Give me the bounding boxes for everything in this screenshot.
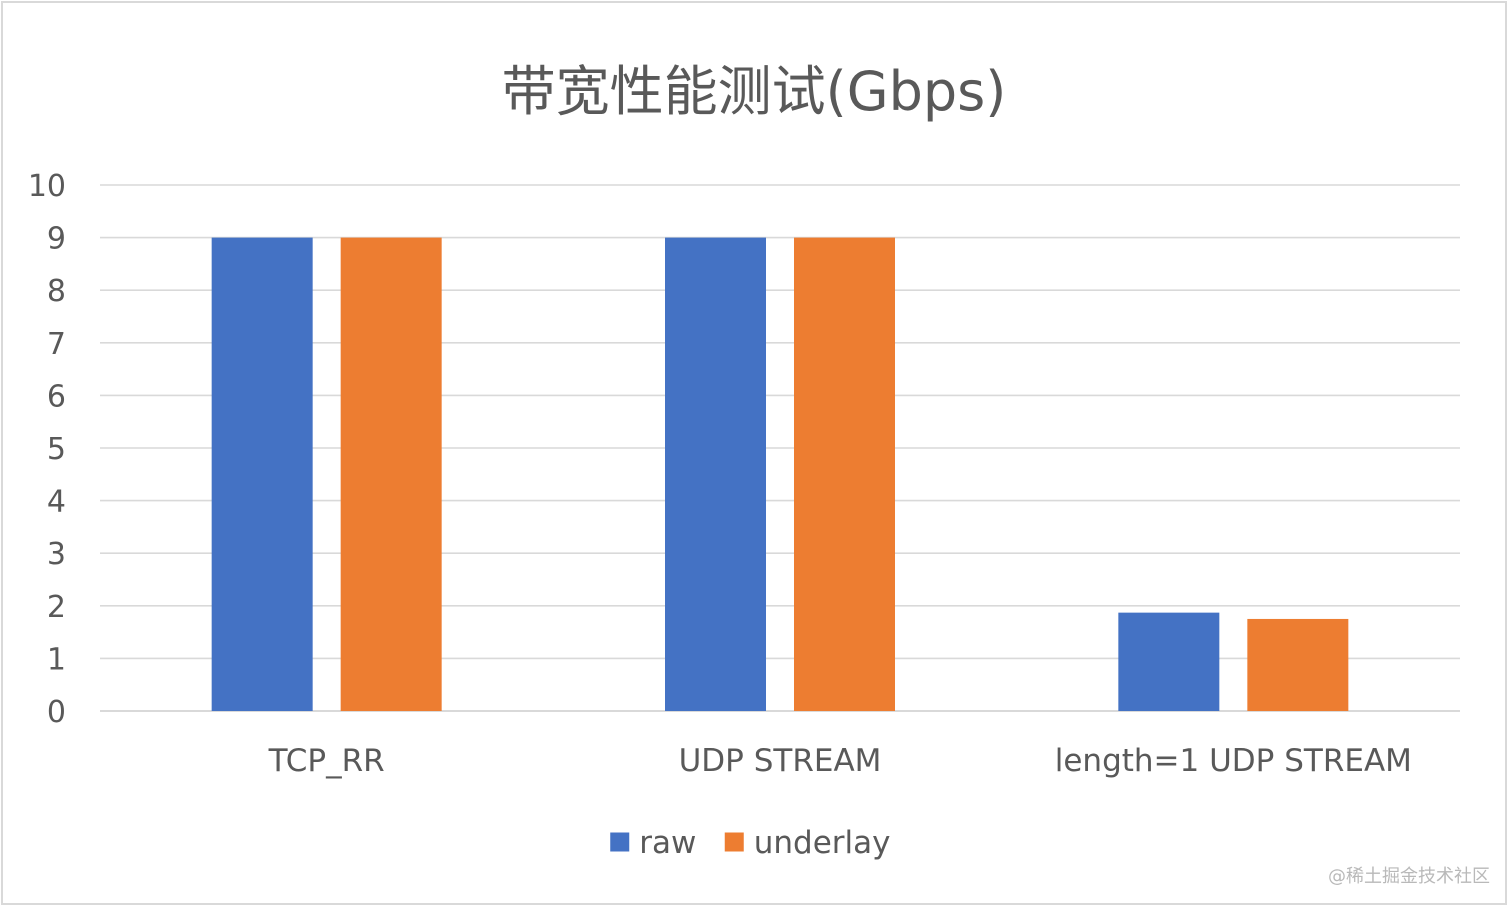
- y-tick-label: 3: [47, 537, 66, 572]
- x-category-label: UDP STREAM: [679, 743, 882, 779]
- y-tick-label: 6: [47, 379, 66, 414]
- bar-underlay: [794, 237, 895, 711]
- y-tick-label: 2: [47, 590, 66, 625]
- bars: [211, 237, 1349, 711]
- bar-underlay: [1247, 618, 1349, 711]
- legend-swatch-raw: [610, 832, 630, 852]
- x-category-label: TCP_RR: [268, 743, 385, 779]
- legend: raw underlay: [610, 825, 891, 861]
- bar-underlay: [340, 237, 442, 711]
- y-tick-label: 10: [28, 169, 66, 204]
- y-tick-label: 1: [47, 642, 66, 677]
- y-tick-label: 4: [47, 485, 66, 520]
- y-axis-ticks: 0 1 2 3 4 5 6 7 8 9 10: [28, 169, 66, 730]
- y-tick-label: 8: [47, 274, 66, 309]
- y-tick-label: 0: [47, 695, 66, 730]
- bar-raw: [665, 237, 766, 711]
- x-category-label: length=1 UDP STREAM: [1055, 743, 1412, 779]
- chart-title: 带宽性能测试(Gbps): [502, 60, 1007, 123]
- watermark: @稀土掘金技术社区: [1328, 866, 1490, 887]
- legend-label-underlay: underlay: [754, 825, 891, 861]
- legend-swatch-underlay: [724, 832, 744, 852]
- x-axis-categories: TCP_RR UDP STREAM length=1 UDP STREAM: [268, 743, 1412, 779]
- y-tick-label: 5: [47, 432, 66, 467]
- gridlines: [100, 184, 1460, 712]
- legend-label-raw: raw: [639, 825, 696, 861]
- bar-raw: [1118, 612, 1220, 711]
- y-tick-label: 7: [47, 327, 66, 362]
- bar-raw: [211, 237, 313, 711]
- y-tick-label: 9: [47, 222, 66, 257]
